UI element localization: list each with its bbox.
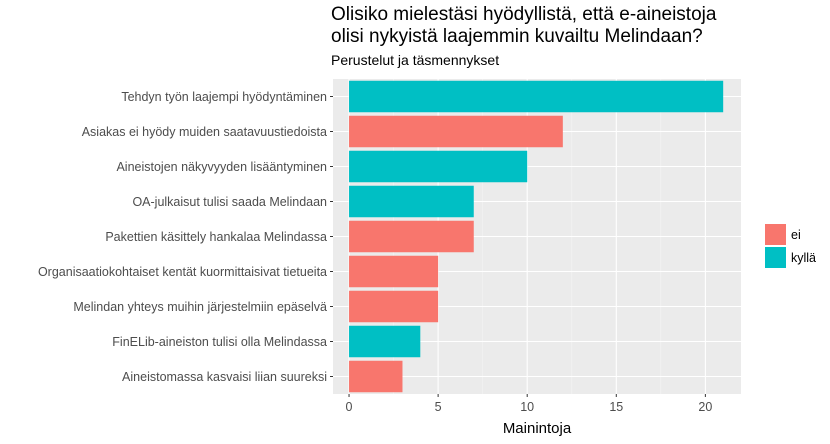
bar-1 — [349, 80, 724, 113]
category-label: FinELib-aineiston tulisi olla Melindassa — [112, 335, 327, 349]
legend-key-kyllä — [765, 247, 786, 268]
bar-7 — [349, 290, 439, 323]
x-axis-title: Mainintoja — [503, 420, 572, 437]
bar-6 — [349, 255, 439, 288]
category-label: Organisaatiokohtaiset kentät kuormittais… — [38, 265, 327, 279]
category-label: Melindan yhteys muihin järjestelmiin epä… — [73, 300, 327, 314]
bar-4 — [349, 185, 474, 218]
bar-9 — [349, 360, 403, 393]
chart-subtitle: Perustelut ja täsmennykset — [331, 52, 500, 68]
bar-5 — [349, 220, 474, 253]
bar-2 — [349, 115, 563, 148]
category-label: Pakettien käsittely hankalaa Melindassa — [105, 230, 327, 244]
bar-3 — [349, 150, 528, 183]
x-tick-label: 10 — [520, 400, 534, 414]
chart-title: Olisiko mielestäsi hyödyllistä, että e-a… — [331, 4, 716, 48]
x-tick-label: 5 — [435, 400, 442, 414]
chart-title-line-1: Olisiko mielestäsi hyödyllistä, että e-a… — [331, 4, 717, 25]
legend-label: ei — [791, 228, 801, 242]
bar-8 — [349, 325, 421, 358]
category-label: Asiakas ei hyödy muiden saatavuustiedois… — [82, 125, 327, 139]
chart-title-line-2: olisi nykyistä laajemmin kuvailtu Melind… — [331, 26, 703, 47]
category-label: Aineistojen näkyvyyden lisääntyminen — [116, 160, 327, 174]
legend-label: kyllä — [791, 251, 816, 265]
category-label: OA-julkaisut tulisi saada Melindaan — [132, 195, 327, 209]
category-label: Aineistomassa kasvaisi liian suureksi — [122, 370, 327, 384]
x-tick-label: 0 — [346, 400, 353, 414]
legend-key-ei — [765, 224, 786, 245]
x-tick-label: 20 — [698, 400, 712, 414]
category-label: Tehdyn työn laajempi hyödyntäminen — [121, 90, 327, 104]
x-tick-label: 15 — [609, 400, 623, 414]
